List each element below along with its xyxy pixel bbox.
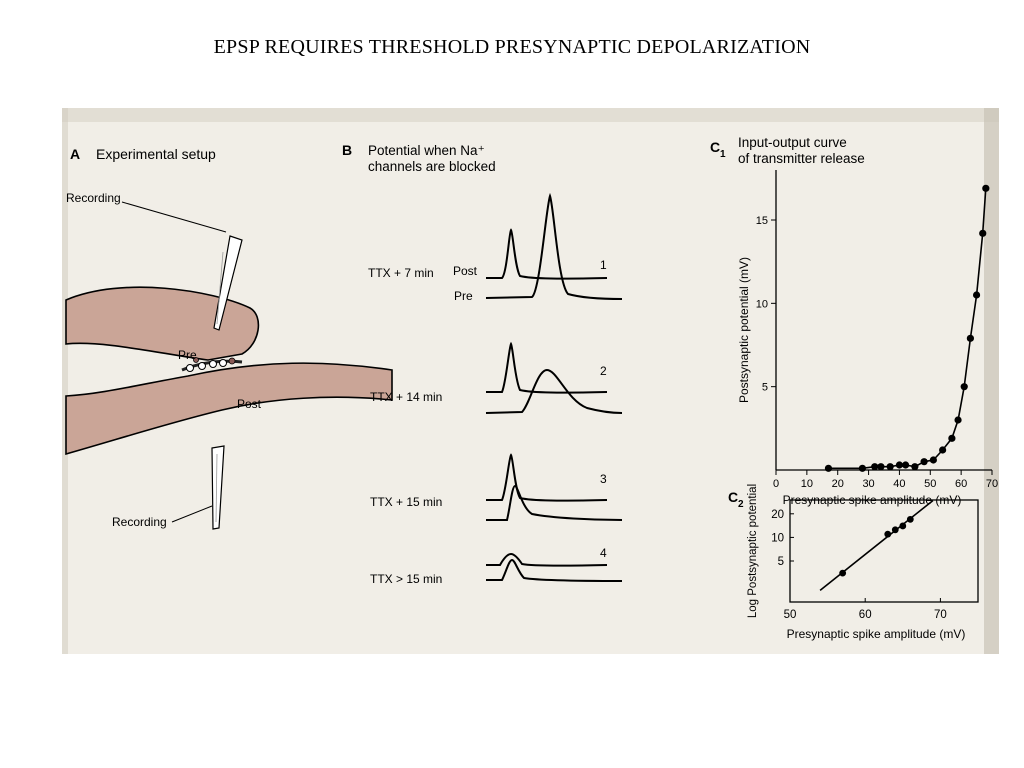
c1-data-point	[895, 461, 904, 469]
recording-bottom-leader	[171, 505, 213, 523]
c1-x-tick-label: 30	[862, 478, 874, 490]
panel-a-letter: A	[70, 146, 80, 162]
panel-b: B Potential when Na⁺ channels are blocke…	[342, 142, 623, 586]
c1-y-tick-label: 15	[756, 215, 768, 227]
c1-data-point	[902, 461, 910, 469]
c2-y-tick-label: 5	[778, 556, 784, 568]
c2-x-axis-label: Presynaptic spike amplitude (mV)	[787, 627, 966, 641]
c2-fit-line	[819, 499, 934, 591]
c1-x-tick-label: 10	[801, 478, 813, 490]
trace-1-pre	[486, 228, 608, 280]
electrode-bottom	[211, 445, 225, 530]
trace-post-label: Post	[453, 264, 478, 278]
c2-x-tick-label: 50	[784, 609, 797, 621]
c1-data-point	[954, 416, 962, 424]
c1-data-point	[929, 456, 937, 464]
presynaptic-terminal	[65, 286, 260, 361]
c1-data-point	[948, 434, 956, 442]
c1-data-point	[939, 446, 947, 454]
panel-c1-title-line1: Input-output curve	[738, 135, 847, 150]
c1-x-tick-label: 40	[893, 478, 905, 490]
panel-b-title-line2: channels are blocked	[368, 159, 496, 174]
trace-pre-label: Pre	[454, 289, 473, 303]
postsynaptic-cell	[65, 362, 393, 456]
c1-x-tick-label: 0	[773, 478, 779, 490]
trace-2-post	[485, 368, 623, 414]
c1-y-axis-label: Postsynaptic potential (mV)	[737, 257, 751, 403]
scan-shadow-top	[62, 108, 999, 122]
post-label: Post	[237, 397, 262, 411]
electrode-top	[213, 235, 243, 331]
panel-c1-letter: C	[710, 139, 720, 155]
c2-frame	[789, 499, 979, 603]
panel-c1-title-line2: of transmitter release	[738, 151, 865, 166]
c2-y-tick-label: 10	[771, 532, 784, 544]
panel-b-letter: B	[342, 142, 352, 158]
c1-x-tick-label: 60	[955, 478, 967, 490]
c1-data-point	[966, 334, 975, 342]
trace-condition-2: TTX + 14 min	[370, 390, 442, 404]
c2-data-point	[884, 530, 892, 538]
scan-shadow-left	[62, 108, 68, 654]
panel-c2-subscript: 2	[738, 499, 744, 510]
c2-x-tick-label: 60	[859, 609, 872, 621]
c1-x-tick-label: 20	[832, 478, 844, 490]
c2-y-axis-label: Log Postsynaptic potential	[747, 484, 759, 618]
trace-condition-3: TTX + 15 min	[370, 495, 442, 509]
trace-2-pre	[486, 341, 608, 394]
c1-y-tick-label: 10	[756, 298, 768, 310]
c2-x-tick-label: 70	[934, 609, 947, 621]
c1-data-point	[824, 464, 833, 472]
c1-data-point	[972, 291, 981, 299]
trace-number-1: 1	[600, 258, 607, 272]
trace-3-pre	[486, 453, 608, 502]
panel-a-title: Experimental setup	[96, 146, 216, 162]
c1-data-point	[960, 383, 968, 391]
panel-b-title-line1: Potential when Na⁺	[368, 143, 485, 158]
panel-c2-letter: C	[728, 489, 738, 505]
log-chart: 50 60 70 5 10 20 Presynaptic spike amplitude (…	[747, 484, 979, 641]
c1-data-point	[911, 463, 919, 471]
c1-data-point	[982, 184, 990, 192]
recording-top-label: Recording	[66, 191, 121, 205]
c1-data-point	[979, 229, 987, 237]
trace-number-2: 2	[600, 364, 607, 378]
slide-title: EPSP REQUIRES THRESHOLD PRESYNAPTIC DEPO…	[213, 36, 811, 58]
c1-data-point	[858, 464, 867, 472]
panel-c1-subscript: 1	[720, 149, 726, 160]
c1-y-tick-label: 5	[762, 382, 768, 394]
figure-scan: A Experimental setup Pre Post Record	[62, 108, 999, 654]
vesicles	[186, 357, 236, 372]
recording-top-leader	[121, 201, 227, 233]
trace-1-post	[485, 192, 623, 300]
pre-label: Pre	[178, 348, 197, 362]
trace-condition-1: TTX + 7 min	[368, 266, 434, 280]
c1-data-point	[920, 458, 928, 466]
trace-number-4: 4	[600, 546, 607, 560]
c2-data-point	[891, 526, 899, 534]
panel-a: A Experimental setup Pre Post Record	[65, 146, 393, 530]
c1-x-tick-label: 70	[986, 478, 998, 490]
trace-number-3: 3	[600, 472, 607, 486]
c1-data-point	[871, 463, 879, 471]
c1-data-point	[886, 463, 894, 471]
trace-condition-4: TTX > 15 min	[370, 572, 442, 586]
panel-c1: C 1 Input-output curve of transmitter re…	[710, 135, 998, 507]
c2-data-point	[906, 515, 914, 523]
c2-data-point	[899, 522, 907, 530]
c1-data-point	[877, 463, 885, 471]
c2-data-point	[839, 569, 847, 577]
trace-3-post	[486, 484, 623, 521]
trace-4-pre	[486, 552, 608, 567]
trace-4-post	[486, 558, 623, 582]
panel-c2: C 2 50 60 70 5 10 20 Presynaptic spike amplitu…	[728, 484, 979, 641]
c1-x-tick-label: 50	[924, 478, 936, 490]
recording-bottom-label: Recording	[112, 515, 167, 529]
scan-shadow-right	[984, 108, 999, 654]
c2-y-tick-label: 20	[771, 509, 784, 521]
